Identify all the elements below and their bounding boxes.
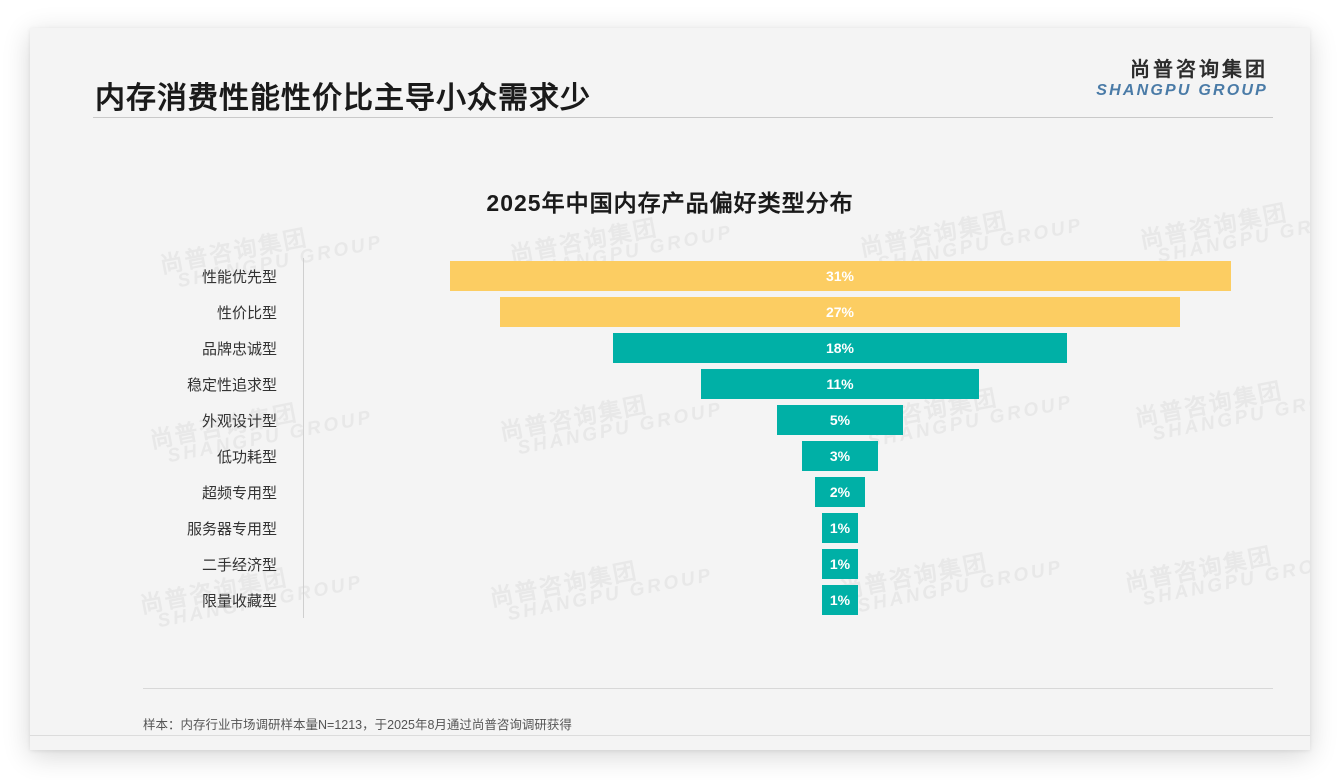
bar-value-label: 11% <box>826 376 854 392</box>
bars-container: 性能优先型 31% 性价比型 27% 品牌忠诚型 18% 稳定性追求型 11% 外观设计型 5% 低… <box>180 258 1231 618</box>
bar-row: 品牌忠诚型 18% <box>180 330 1190 366</box>
bar-category-label: 性能优先型 <box>201 268 277 286</box>
brand-logo: 尚普咨询集团 SHANGPU GROUP <box>1096 60 1268 100</box>
bar-row: 二手经济型 1% <box>180 546 1190 582</box>
bar-track: 2% <box>295 474 1190 510</box>
bar-category-label: 超频专用型 <box>201 484 277 502</box>
bar-value-label: 27% <box>825 304 854 320</box>
bar[interactable]: 1% <box>822 549 858 579</box>
page-title: 内存消费性能性价比主导小众需求少 <box>95 82 591 115</box>
bar-row: 超频专用型 2% <box>180 474 1190 510</box>
bar-track: 1% <box>295 510 1190 546</box>
bar-track: 1% <box>295 582 1190 618</box>
bar-value-label: 31% <box>825 268 855 284</box>
bar[interactable]: 3% <box>802 441 878 471</box>
bar-value-label: 2% <box>829 484 851 500</box>
bar-track: 3% <box>295 438 1190 474</box>
bar[interactable]: 11% <box>701 369 979 399</box>
bar-track: 11% <box>295 366 1190 402</box>
bar-row: 服务器专用型 1% <box>180 510 1190 546</box>
bar-value-label: 18% <box>825 340 854 356</box>
bar-value-label: 1% <box>829 556 851 572</box>
bar[interactable]: 1% <box>822 585 858 615</box>
bar-value-label: 1% <box>829 592 851 608</box>
chart-area: 2025年中国内存产品偏好类型分布 性能优先型 31% 性价比型 27% 品牌忠诚型 18… <box>30 128 1310 688</box>
bar-row: 低功耗型 3% <box>180 438 1190 474</box>
slide-card: 尚普咨询集团 SHANGPU GROUP 尚普咨询集团 SHANGPU GROUP … <box>30 28 1310 750</box>
bar-category-label: 性价比型 <box>216 304 277 322</box>
bar-category-label: 低功耗型 <box>216 448 277 466</box>
bar-value-label: 3% <box>829 448 851 464</box>
bar[interactable]: 27% <box>499 297 1181 327</box>
slide-header: 内存消费性能性价比主导小众需求少 尚普咨询集团 SHANGPU GROUP <box>30 28 1310 128</box>
bar-track: 18% <box>295 330 1190 366</box>
footnote-divider <box>143 688 1273 689</box>
bar[interactable]: 5% <box>777 405 903 435</box>
bar-track: 31% <box>295 258 1231 294</box>
brand-logo-en: SHANGPU GROUP <box>1096 82 1268 99</box>
bar-track: 1% <box>295 546 1190 582</box>
bar[interactable]: 18% <box>613 333 1067 363</box>
bar-row: 稳定性追求型 11% <box>180 366 1190 402</box>
bar-row: 性能优先型 31% <box>180 258 1231 294</box>
bar-category-label: 限量收藏型 <box>201 592 277 610</box>
slide-footer: ©2025.10 SHANGPU GROUP www.shangpu-china… <box>30 736 1310 750</box>
header-divider <box>93 117 1273 118</box>
bar-category-label: 稳定性追求型 <box>186 376 277 394</box>
bar-category-label: 服务器专用型 <box>186 520 277 538</box>
chart-plot: 性能优先型 31% 性价比型 27% 品牌忠诚型 18% 稳定性追求型 11% 外观设计型 5% 低… <box>180 258 1231 618</box>
chart-title: 2025年中国内存产品偏好类型分布 <box>486 190 854 216</box>
bar-track: 5% <box>295 402 1190 438</box>
footer-divider <box>30 735 1310 736</box>
bar-category-label: 二手经济型 <box>201 556 277 574</box>
bar[interactable]: 31% <box>449 261 1231 291</box>
bar-row: 限量收藏型 1% <box>180 582 1190 618</box>
brand-logo-cn: 尚普咨询集团 <box>1130 59 1268 81</box>
bar-value-label: 1% <box>829 520 851 536</box>
bar-row: 外观设计型 5% <box>180 402 1190 438</box>
bar-category-label: 外观设计型 <box>201 412 277 430</box>
bar-category-label: 品牌忠诚型 <box>201 340 277 358</box>
bar-value-label: 5% <box>829 412 851 428</box>
footnote-text: 样本：内存行业市场调研样本量N=1213，于2025年8月通过尚普咨询调研获得 <box>143 718 572 732</box>
category-axis-line <box>303 258 304 618</box>
bar[interactable]: 1% <box>822 513 858 543</box>
bar[interactable]: 2% <box>814 477 866 507</box>
bar-row: 性价比型 27% <box>180 294 1190 330</box>
bar-track: 27% <box>295 294 1190 330</box>
